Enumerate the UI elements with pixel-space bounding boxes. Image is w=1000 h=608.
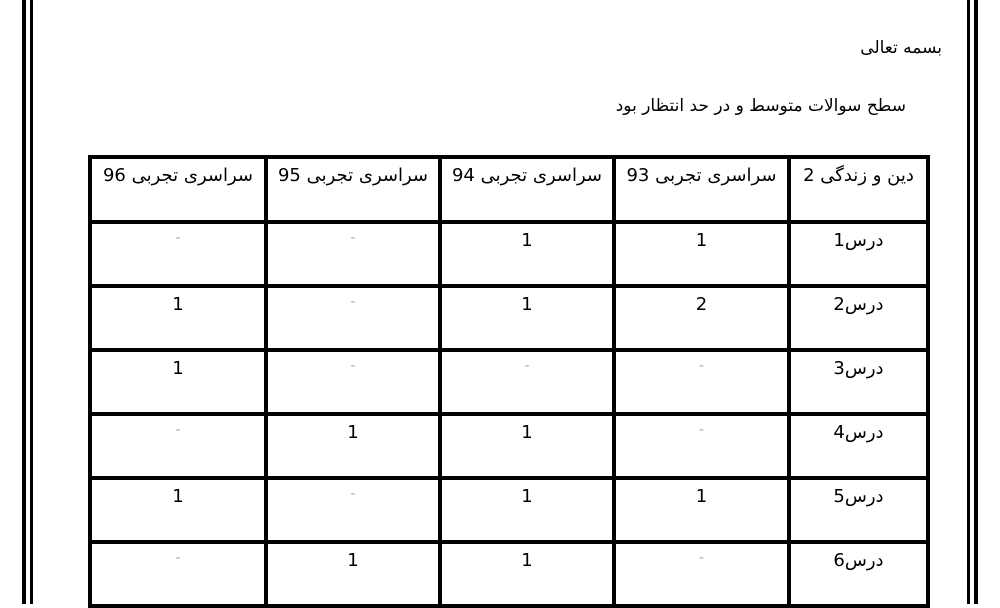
table-cell: 1 — [438, 540, 616, 608]
table-row: درس6-1 1- — [88, 540, 930, 608]
row-label: درس2 — [787, 284, 930, 352]
page-border-right-inner — [967, 0, 970, 604]
row-label: درس5 — [787, 476, 930, 544]
table-cell: - — [264, 220, 442, 288]
page-border-left — [22, 0, 26, 604]
table-cell: - — [88, 412, 268, 480]
salutation: بسمه تعالی — [860, 38, 942, 58]
table-cell: - — [264, 476, 442, 544]
table-row: درس5 1 1-1 — [88, 476, 930, 544]
table-cell: 1 — [438, 476, 616, 544]
column-header: سراسری تجربی 93 — [612, 155, 791, 224]
row-label: درس6 — [787, 540, 930, 608]
table-cell: - — [612, 348, 791, 416]
table-row: درس2 2 1-1 — [88, 284, 930, 352]
table-cell: - — [88, 220, 268, 288]
row-label: درس4 — [787, 412, 930, 480]
column-header: سراسری تجربی 96 — [88, 155, 268, 224]
column-header: دین و زندگی 2 — [787, 155, 930, 224]
table-cell: - — [612, 540, 791, 608]
table-cell: 1 — [88, 476, 268, 544]
table-cell: 2 — [612, 284, 791, 352]
table-cell: 1 — [264, 412, 442, 480]
questions-table: دین و زندگی 2 سراسری تجربی 93 سراسری تجربی… — [88, 155, 930, 608]
column-header: سراسری تجربی 95 — [264, 155, 442, 224]
table-cell: - — [612, 412, 791, 480]
table-cell: - — [438, 348, 616, 416]
table-row: درس4-1 1- — [88, 412, 930, 480]
note: سطح سوالات متوسط و در حد انتظار بود — [615, 96, 906, 116]
table-cell: 1 — [438, 284, 616, 352]
table-cell: 1 — [264, 540, 442, 608]
table-row: درس1 1 1- - — [88, 220, 930, 288]
table-cell: 1 — [88, 284, 268, 352]
page-border-right — [974, 0, 978, 604]
table-cell: - — [264, 348, 442, 416]
table-cell: 1 — [438, 412, 616, 480]
table-cell: 1 — [612, 220, 791, 288]
table-cell: 1 — [438, 220, 616, 288]
table-cell: - — [264, 284, 442, 352]
header-row: دین و زندگی 2 سراسری تجربی 93 سراسری تجربی… — [88, 155, 930, 224]
row-label: درس1 — [787, 220, 930, 288]
table-row: درس3- - -1 — [88, 348, 930, 416]
row-label: درس3 — [787, 348, 930, 416]
page-border-left-inner — [30, 0, 33, 604]
table-cell: 1 — [88, 348, 268, 416]
column-header: سراسری تجربی 94 — [438, 155, 616, 224]
table-cell: 1 — [612, 476, 791, 544]
table-cell: - — [88, 540, 268, 608]
